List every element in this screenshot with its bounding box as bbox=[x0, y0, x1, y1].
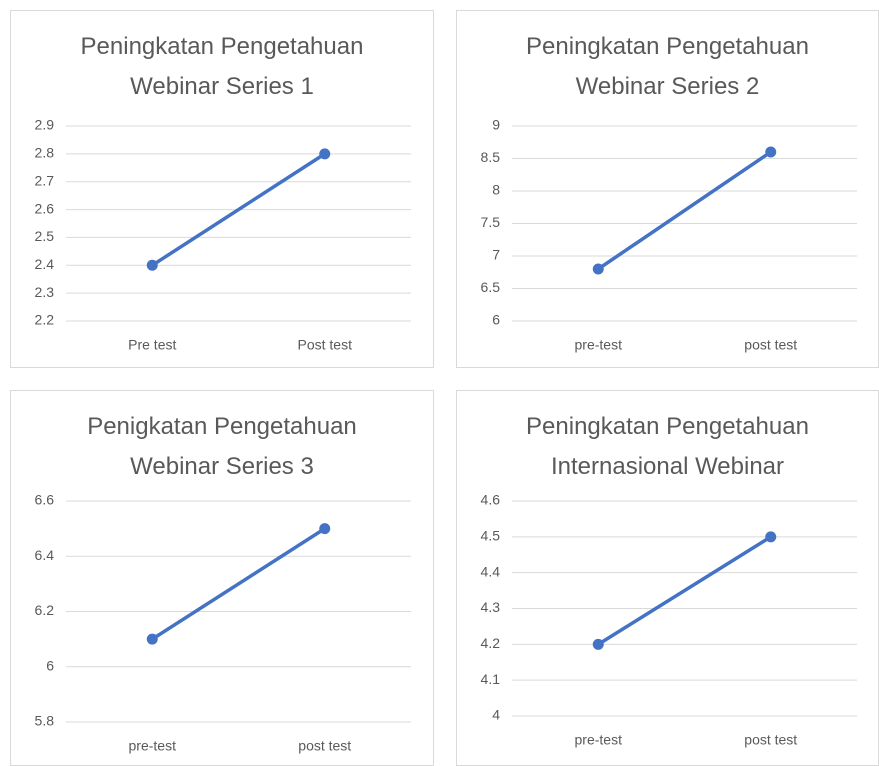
chart: 5.8 6 6.2 6.4 6.6 pre-test post test bbox=[35, 492, 411, 754]
point bbox=[146, 633, 158, 645]
y-tick-label: 6.4 bbox=[35, 547, 55, 563]
line bbox=[151, 152, 326, 267]
chart-panel: 2.2 2.3 2.4 2.5 2.6 2.7 2.8 2.9 Pre test Post tes… bbox=[10, 10, 434, 368]
y-tick-label: 2.2 bbox=[35, 312, 55, 328]
point bbox=[765, 531, 777, 543]
x-tick-label: pre-test bbox=[575, 732, 623, 748]
y-tick-label: 6 bbox=[46, 657, 54, 673]
y-tick-label: 2.8 bbox=[35, 145, 55, 161]
point bbox=[319, 523, 331, 535]
chart: 6 6.5 7 7.5 8 8.5 9 pre-test post test bbox=[481, 117, 857, 353]
x-tick-label: post test bbox=[744, 732, 797, 748]
x-tick-label: pre-test bbox=[129, 738, 177, 754]
y-tick-label: 4.3 bbox=[481, 599, 501, 615]
y-tick-label: 2.7 bbox=[35, 172, 55, 188]
y-tick-label: 6.5 bbox=[481, 279, 501, 295]
x-tick-label: post test bbox=[744, 337, 797, 353]
y-tick-label: 4.6 bbox=[481, 492, 501, 508]
y-tick-label: 4 bbox=[492, 707, 500, 723]
chart: 2.2 2.3 2.4 2.5 2.6 2.7 2.8 2.9 Pre test Post tes… bbox=[35, 117, 411, 353]
point bbox=[319, 148, 331, 160]
y-tick-label: 6.6 bbox=[35, 492, 55, 508]
chart: 4 4.1 4.2 4.3 4.4 4.5 4.6 pre-test post test bbox=[481, 492, 857, 748]
y-tick-label: 6 bbox=[492, 312, 500, 328]
x-tick-label: Post test bbox=[298, 337, 353, 353]
point bbox=[146, 259, 158, 271]
point bbox=[765, 146, 777, 158]
chart-title: Peningkatan Pengetahuan Webinar Series 1 bbox=[80, 33, 364, 100]
y-tick-label: 9 bbox=[492, 117, 500, 133]
x-tick-label: pre-test bbox=[575, 337, 623, 353]
y-tick-label: 5.8 bbox=[35, 713, 55, 729]
chart-title: Peningkatan Pengetahuan Internasional We… bbox=[526, 413, 809, 480]
line bbox=[597, 150, 772, 271]
y-tick-label: 2.6 bbox=[35, 200, 55, 216]
y-tick-label: 8.5 bbox=[481, 149, 501, 165]
y-tick-label: 7.5 bbox=[481, 214, 501, 230]
line bbox=[597, 535, 772, 646]
y-tick-label: 2.9 bbox=[35, 117, 55, 133]
chart-panel: 5.8 6 6.2 6.4 6.6 pre-test post test Penigkatan… bbox=[10, 390, 434, 766]
chart-title: Penigkatan Pengetahuan Webinar Series 3 bbox=[87, 413, 357, 480]
point bbox=[592, 638, 604, 650]
y-tick-label: 2.5 bbox=[35, 228, 55, 244]
y-tick-label: 4.5 bbox=[481, 528, 501, 544]
point bbox=[592, 263, 604, 275]
chart-title: Peningkatan Pengetahuan Webinar Series 2 bbox=[526, 33, 809, 100]
y-tick-label: 8 bbox=[492, 182, 500, 198]
y-tick-label: 2.3 bbox=[35, 284, 55, 300]
chart-panel: 4 4.1 4.2 4.3 4.4 4.5 4.6 pre-test post test Peni… bbox=[456, 390, 879, 766]
y-tick-label: 2.4 bbox=[35, 256, 55, 272]
line bbox=[151, 527, 326, 641]
y-tick-label: 4.4 bbox=[481, 563, 501, 579]
y-tick-label: 4.1 bbox=[481, 671, 501, 687]
x-tick-label: post test bbox=[298, 738, 351, 754]
y-tick-label: 4.2 bbox=[481, 635, 501, 651]
x-tick-label: Pre test bbox=[128, 337, 176, 353]
y-tick-label: 7 bbox=[492, 247, 500, 263]
y-tick-label: 6.2 bbox=[35, 602, 55, 618]
chart-panel: 6 6.5 7 7.5 8 8.5 9 pre-test post test Peningkata… bbox=[456, 10, 879, 368]
